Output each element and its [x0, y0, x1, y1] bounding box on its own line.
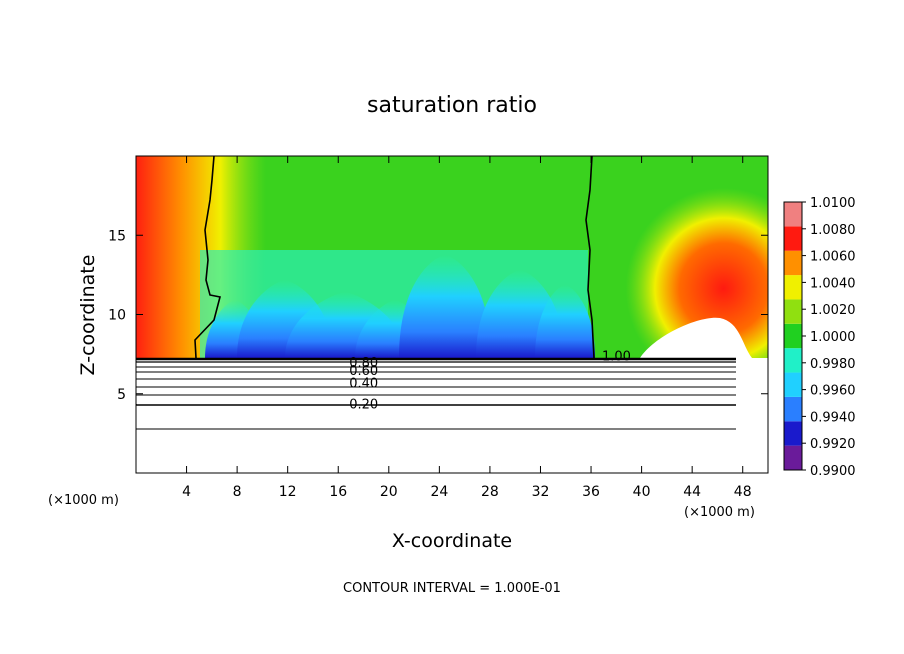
colorbar-swatch: [784, 372, 802, 397]
y-axis-label: Z-coordinate: [77, 255, 99, 376]
x-unit-right: (×1000 m): [684, 505, 755, 520]
contour-1-00-left: [194, 156, 221, 359]
contour-line: [136, 394, 736, 396]
contour-label: 0.60: [349, 364, 378, 379]
contour-line: [136, 357, 736, 361]
colorbar-swatch: [784, 275, 802, 300]
contour-lines: [136, 156, 736, 430]
chart-title: saturation ratio: [367, 93, 537, 118]
plot-area: 1.000.800.600.400.20 4 8 12 16 20 24 28 32 36 40 4…: [108, 155, 769, 500]
x-unit-left: (×1000 m): [48, 493, 119, 508]
colorbar-label: 1.0100: [810, 196, 856, 211]
colorbar-swatch: [784, 348, 802, 373]
x-tick-label: 48: [734, 484, 752, 500]
field-right-supersaturated: [590, 175, 768, 358]
x-tick-label: 28: [481, 484, 499, 500]
y-tick-label: 10: [108, 308, 126, 324]
x-tick-label: 24: [430, 484, 448, 500]
x-tick-label: 44: [683, 484, 701, 500]
x-tick-label: 20: [380, 484, 398, 500]
colorbar-label: 0.9920: [810, 437, 856, 452]
contour-line: [136, 404, 736, 406]
contour-interval-note: CONTOUR INTERVAL = 1.000E-01: [343, 581, 561, 596]
colorbar-label: 0.9980: [810, 357, 856, 372]
x-tick-label: 16: [329, 484, 347, 500]
x-tick-label: 32: [532, 484, 550, 500]
x-tick-label: 12: [279, 484, 297, 500]
x-tick-label: 40: [633, 484, 651, 500]
contour-line: [136, 371, 736, 373]
field-plume: [535, 285, 595, 358]
y-tick-label: 15: [108, 228, 126, 244]
colorbar: 0.9900 0.9920 0.9940 0.9960 0.9980 1.0000 1.00…: [783, 196, 856, 479]
saturation-field: [136, 156, 768, 473]
colorbar-label: 0.9960: [810, 384, 856, 399]
colorbar-label: 1.0080: [810, 223, 856, 238]
colorbar-label: 1.0060: [810, 250, 856, 265]
colorbar-swatch: [784, 202, 802, 227]
colorbar-swatch: [784, 299, 802, 324]
x-axis-label: X-coordinate: [392, 530, 512, 552]
contour-line: [136, 366, 736, 368]
field-undersaturated: [136, 358, 768, 473]
contour-line: [136, 386, 736, 388]
contour-label: 0.80: [349, 356, 378, 371]
x-tick-label: 36: [582, 484, 600, 500]
y-tick-label: 5: [117, 387, 126, 403]
contour-label: 0.20: [349, 397, 378, 412]
field-right-gap: [640, 317, 752, 358]
colorbar-swatch: [784, 421, 802, 446]
contour-label: 0.40: [349, 377, 378, 392]
colorbar-swatch: [784, 396, 802, 422]
colorbar-label: 0.9940: [810, 410, 856, 425]
colorbar-swatch: [784, 445, 802, 470]
colorbar-swatch: [784, 323, 802, 349]
contour-line: [136, 361, 736, 363]
x-tick-label: 4: [182, 484, 191, 500]
contour-label: 1.00: [602, 350, 631, 365]
colorbar-swatch: [784, 226, 802, 251]
field-plume: [399, 255, 491, 358]
colorbar-label: 1.0040: [810, 276, 856, 291]
x-tick-label: 8: [233, 484, 242, 500]
colorbar-label: 1.0000: [810, 330, 856, 345]
contour-line: [136, 428, 736, 430]
colorbar-label: 0.9900: [810, 464, 856, 479]
colorbar-label: 1.0020: [810, 303, 856, 318]
contour-1-00-right: [585, 156, 595, 359]
contour-line: [136, 378, 736, 380]
colorbar-swatch: [784, 250, 802, 276]
